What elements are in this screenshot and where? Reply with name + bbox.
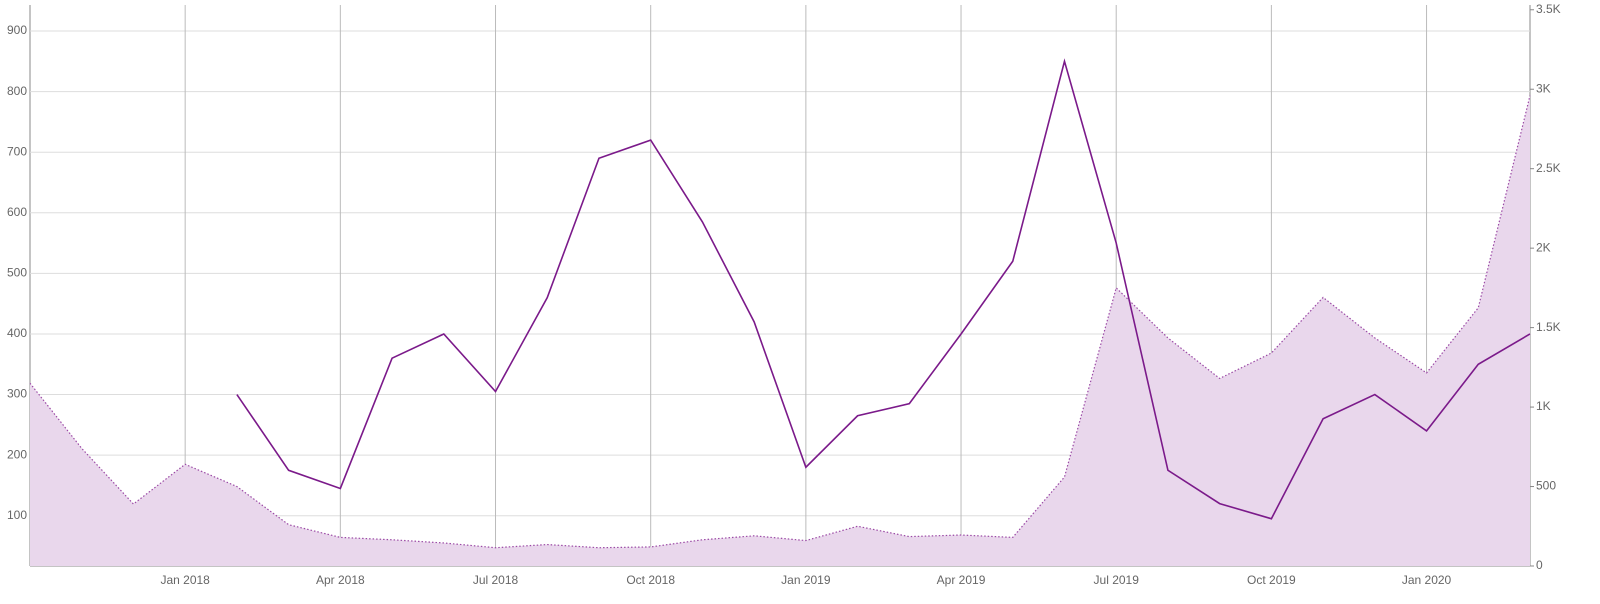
y2-tick-label: 2K [1536, 240, 1551, 254]
x-tick-label: Jul 2019 [1094, 573, 1140, 587]
plot: 100 200 300 400 500 600 700 800 900 0 500 1K 1.5K 2K 2… [7, 2, 1561, 587]
x-tick-label: Apr 2018 [316, 573, 365, 587]
x-tick-label: Jul 2018 [473, 573, 519, 587]
y2-tick-label: 3.5K [1536, 2, 1561, 16]
y-tick-label: 700 [7, 144, 27, 158]
series-line [236, 58, 1531, 520]
y-tick-label: 800 [7, 84, 27, 98]
x-tick-label: Apr 2019 [937, 573, 986, 587]
x-tick-label: Oct 2019 [1247, 573, 1296, 587]
x-tick-label: Jan 2019 [781, 573, 831, 587]
y2-tick-label: 500 [1536, 479, 1556, 493]
x-tick-label: Jan 2018 [160, 573, 210, 587]
series-line [29, 95, 1531, 549]
y-tick-label: 600 [7, 205, 27, 219]
y2-tick-label: 2.5K [1536, 161, 1561, 175]
y2-tick-label: 0 [1536, 558, 1543, 572]
area [30, 95, 1530, 567]
y-tick-label: 500 [7, 266, 27, 280]
x-tick-label: Jan 2020 [1402, 573, 1452, 587]
y2-tick-label: 3K [1536, 81, 1551, 95]
y-tick-label: 900 [7, 23, 27, 37]
y-tick-label: 200 [7, 447, 27, 461]
x-tick-label: Oct 2018 [626, 573, 675, 587]
y2-tick-label: 1K [1536, 399, 1551, 413]
y-tick-label: 400 [7, 326, 27, 340]
y-tick-label: 300 [7, 387, 27, 401]
y2-tick-label: 1.5K [1536, 320, 1561, 334]
y-tick-label: 100 [7, 508, 27, 522]
